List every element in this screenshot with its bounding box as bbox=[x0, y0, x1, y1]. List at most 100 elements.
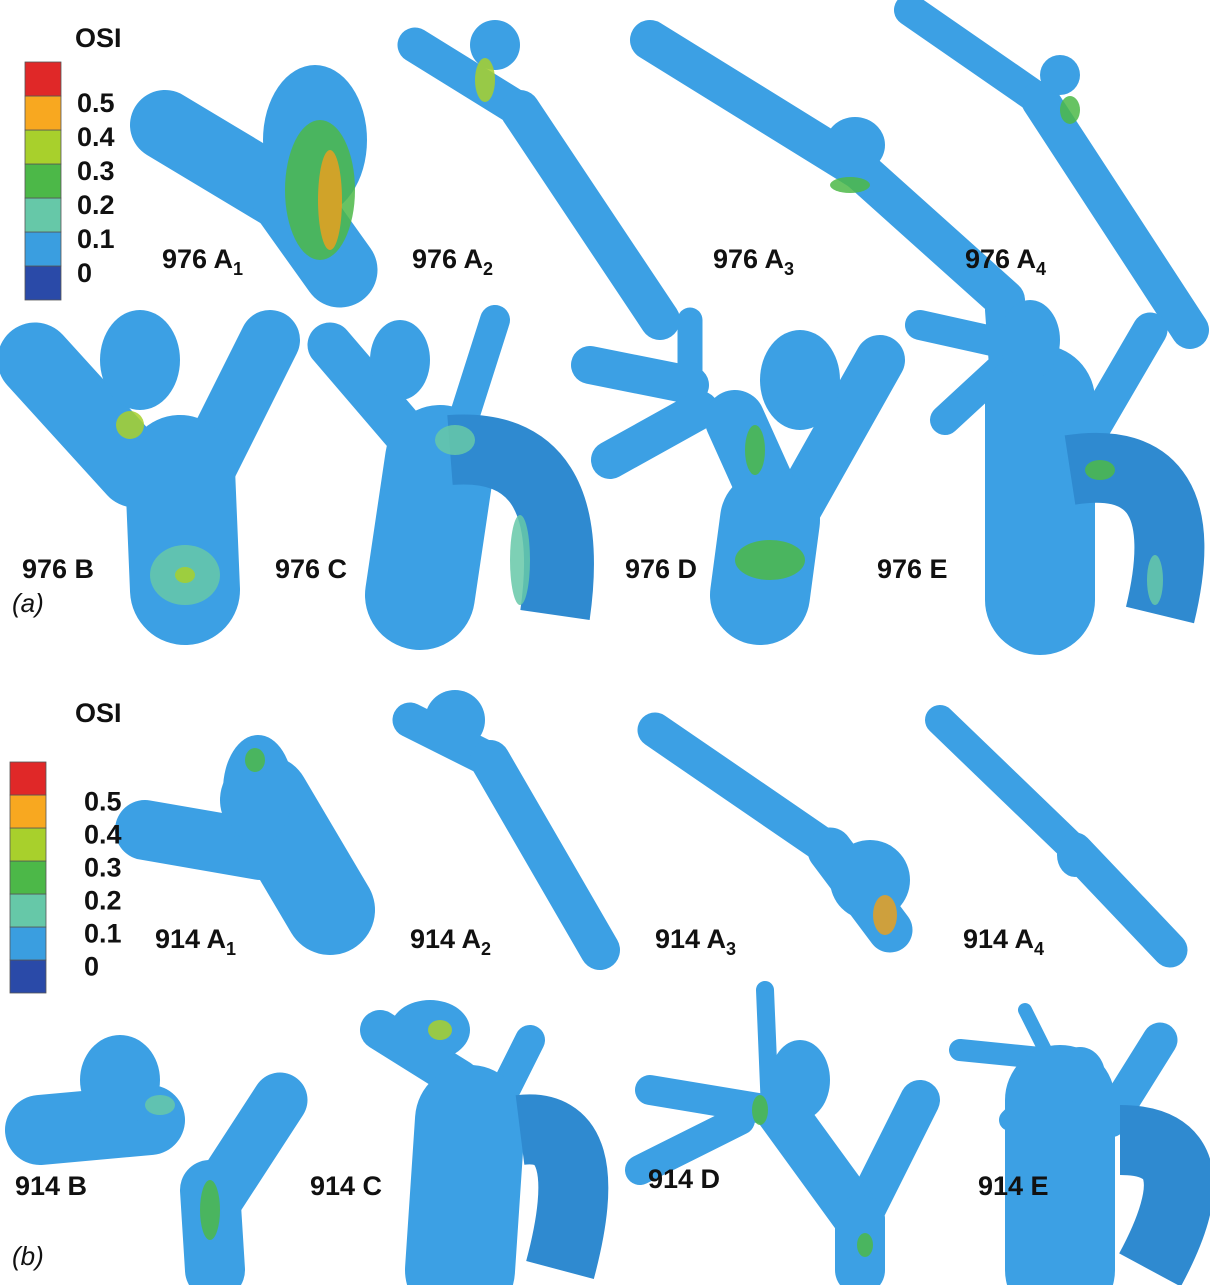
model-label: 914 C bbox=[310, 1171, 382, 1201]
model-name: 976 A bbox=[162, 244, 233, 274]
vessel bbox=[590, 365, 690, 385]
colorbar-tick-label: 0.2 bbox=[84, 886, 122, 916]
colorbar-tick-label: 0.5 bbox=[77, 88, 115, 118]
aneurysm bbox=[1040, 55, 1080, 95]
model-label: 914 B bbox=[15, 1171, 87, 1201]
model-name: 914 E bbox=[978, 1171, 1049, 1201]
model-label: 914 A3 bbox=[655, 924, 736, 959]
panel-label: (b) bbox=[12, 1241, 44, 1271]
colorbar-band bbox=[25, 96, 61, 130]
aneurysm bbox=[1055, 1047, 1105, 1103]
colorbar-tick-label: 0 bbox=[84, 952, 99, 982]
vessel bbox=[490, 760, 600, 950]
vessel bbox=[860, 170, 1005, 300]
model-label: 976 E bbox=[877, 554, 948, 584]
vessel bbox=[940, 720, 1075, 850]
osi-patch bbox=[1060, 96, 1080, 124]
aneurysm bbox=[80, 1035, 160, 1125]
osi-patch bbox=[116, 411, 144, 439]
osi-patch bbox=[175, 567, 195, 583]
model-label: 976 C bbox=[275, 554, 347, 584]
colorbar-band bbox=[25, 232, 61, 266]
aneurysm bbox=[1000, 300, 1060, 380]
panel-label: (a) bbox=[12, 588, 44, 618]
model-name: 914 C bbox=[310, 1171, 382, 1201]
model-name: 914 D bbox=[648, 1164, 720, 1194]
model-name: 976 A bbox=[965, 244, 1036, 274]
colorbar-band bbox=[10, 861, 46, 894]
colorbar-band bbox=[10, 960, 46, 993]
model-label: 976 B bbox=[22, 554, 94, 584]
vessel bbox=[460, 1120, 470, 1270]
vessel bbox=[650, 1090, 770, 1110]
vessel bbox=[640, 1120, 740, 1170]
colorbar-band bbox=[10, 762, 46, 795]
aneurysm bbox=[830, 840, 910, 920]
aneurysm bbox=[425, 690, 485, 750]
model-label: 976 D bbox=[625, 554, 697, 584]
osi-patch bbox=[145, 1095, 175, 1115]
colorbar-band bbox=[25, 266, 61, 300]
figure: OSI00.10.20.30.40.5976 A1976 A2976 A3976… bbox=[0, 0, 1210, 1285]
osi-patch bbox=[745, 425, 765, 475]
vessel bbox=[420, 460, 440, 595]
osi-patch bbox=[200, 1180, 220, 1240]
colorbar-tick-label: 0.3 bbox=[77, 156, 115, 186]
osi-patch bbox=[245, 748, 265, 772]
colorbar-band bbox=[10, 927, 46, 960]
colorbar-band bbox=[25, 62, 61, 96]
vessel-renderings bbox=[35, 10, 1190, 615]
model-label: 914 A4 bbox=[963, 924, 1044, 959]
osi-patch bbox=[1147, 555, 1163, 605]
osi-patch bbox=[857, 1233, 873, 1257]
model-label: 914 A1 bbox=[155, 924, 236, 959]
panel: OSI00.10.20.30.40.5914 A1914 A2914 A3914… bbox=[10, 690, 1179, 1271]
vessel bbox=[1120, 1140, 1179, 1270]
colorbar-tick-label: 0.1 bbox=[77, 224, 115, 254]
colorbar-tick-label: 0.1 bbox=[84, 919, 122, 949]
model-subscript: 3 bbox=[784, 259, 794, 279]
osi-patch bbox=[830, 177, 870, 193]
model-label: 976 A2 bbox=[412, 244, 493, 279]
aneurysm bbox=[760, 330, 840, 430]
model-name: 914 A bbox=[155, 924, 226, 954]
aneurysm bbox=[470, 20, 520, 70]
colorbar-title: OSI bbox=[75, 698, 122, 728]
model-label: 914 D bbox=[648, 1164, 720, 1194]
osi-patch bbox=[435, 425, 475, 455]
model-name: 976 E bbox=[877, 554, 948, 584]
osi-patch bbox=[735, 540, 805, 580]
model-subscript: 1 bbox=[233, 259, 243, 279]
model-subscript: 4 bbox=[1034, 939, 1044, 959]
model-name: 976 D bbox=[625, 554, 697, 584]
model-label: 976 A1 bbox=[162, 244, 243, 279]
colorbar-band bbox=[10, 894, 46, 927]
colorbar-band bbox=[10, 828, 46, 861]
colorbar-tick-label: 0 bbox=[77, 258, 92, 288]
aneurysm bbox=[770, 1040, 830, 1120]
model-label: 914 E bbox=[978, 1171, 1049, 1201]
vessel bbox=[610, 410, 700, 460]
model-label: 976 A4 bbox=[965, 244, 1046, 279]
osi-patch bbox=[873, 895, 897, 935]
model-name: 976 B bbox=[22, 554, 94, 584]
model-subscript: 2 bbox=[483, 259, 493, 279]
aneurysm bbox=[1057, 833, 1093, 877]
colorbar-tick-label: 0.4 bbox=[84, 820, 122, 850]
vessel bbox=[655, 730, 830, 850]
model-subscript: 4 bbox=[1036, 259, 1046, 279]
colorbar-band bbox=[25, 198, 61, 232]
colorbar-tick-label: 0.4 bbox=[77, 122, 115, 152]
model-label: 976 A3 bbox=[713, 244, 794, 279]
vessel bbox=[910, 10, 1040, 100]
vessel bbox=[1040, 100, 1190, 330]
model-name: 976 A bbox=[412, 244, 483, 274]
model-subscript: 3 bbox=[726, 939, 736, 959]
model-name: 914 A bbox=[410, 924, 481, 954]
aneurysm bbox=[100, 310, 180, 410]
model-name: 976 C bbox=[275, 554, 347, 584]
osi-patch bbox=[752, 1095, 768, 1125]
colorbar-title: OSI bbox=[75, 23, 122, 53]
colorbar-tick-label: 0.5 bbox=[84, 787, 122, 817]
